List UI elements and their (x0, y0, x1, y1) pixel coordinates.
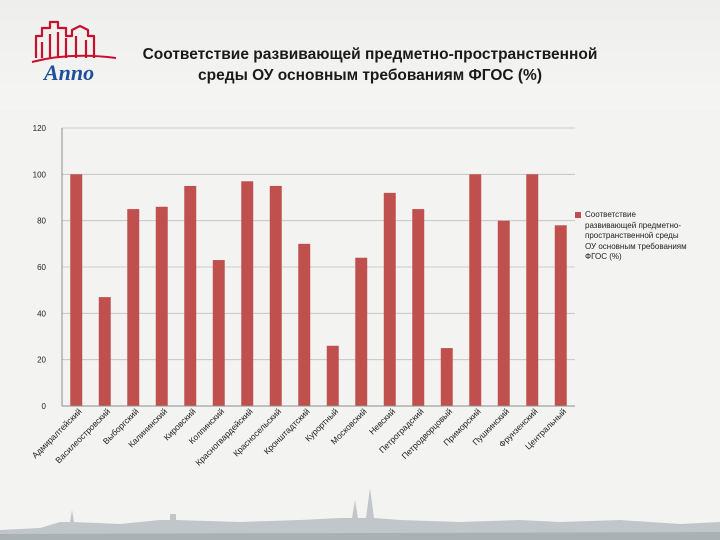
legend-swatch (575, 212, 581, 218)
y-tick-label: 100 (33, 170, 47, 179)
bar (241, 181, 254, 406)
x-axis-ticks: АдмиралтейскийВасилеостровскийВыборгский… (30, 406, 569, 468)
bar-series (70, 174, 567, 406)
page-title: Соответствие развивающей предметно-прост… (130, 44, 610, 86)
y-tick-label: 80 (37, 217, 46, 226)
title-line-2: среды ОУ основным требованиям ФГОС (%) (198, 67, 542, 84)
header-background (0, 0, 720, 110)
appo-logo: Аппо (31, 20, 117, 84)
bar (184, 185, 197, 406)
y-tick-label: 60 (37, 263, 46, 272)
bar (412, 209, 425, 406)
y-axis-ticks: 0 20 40 60 80 100 120 (33, 124, 47, 411)
bar (70, 174, 83, 406)
bar (440, 348, 453, 406)
bar (155, 206, 168, 406)
bar (554, 225, 567, 406)
building-outline-icon (34, 20, 96, 58)
title-line-1: Соответствие развивающей предметно-прост… (142, 46, 598, 63)
x-tick-label: Адмиралтейский (30, 406, 84, 460)
bar (212, 260, 225, 406)
bar (497, 220, 510, 406)
city-skyline-illustration (0, 488, 720, 540)
bar (269, 185, 282, 406)
bar (355, 257, 368, 406)
bar (98, 297, 111, 406)
bar (383, 192, 396, 406)
legend-label: Соответствие развивающей предметно-прост… (585, 210, 687, 261)
y-tick-label: 20 (37, 356, 46, 365)
bar-chart: 0 20 40 60 80 100 120 АдмиралтейскийВасилеостр… (30, 124, 575, 468)
bar (526, 174, 539, 406)
bar (469, 174, 482, 406)
y-tick-label: 120 (33, 124, 47, 133)
x-tick-label: Петродворцовый (399, 406, 454, 461)
grid-lines (62, 127, 575, 361)
bar (127, 209, 140, 406)
bar (326, 345, 339, 406)
y-tick-label: 40 (37, 309, 46, 318)
y-tick-label: 0 (42, 402, 47, 411)
logo-text: Аппо (42, 60, 94, 84)
bar (298, 243, 311, 406)
